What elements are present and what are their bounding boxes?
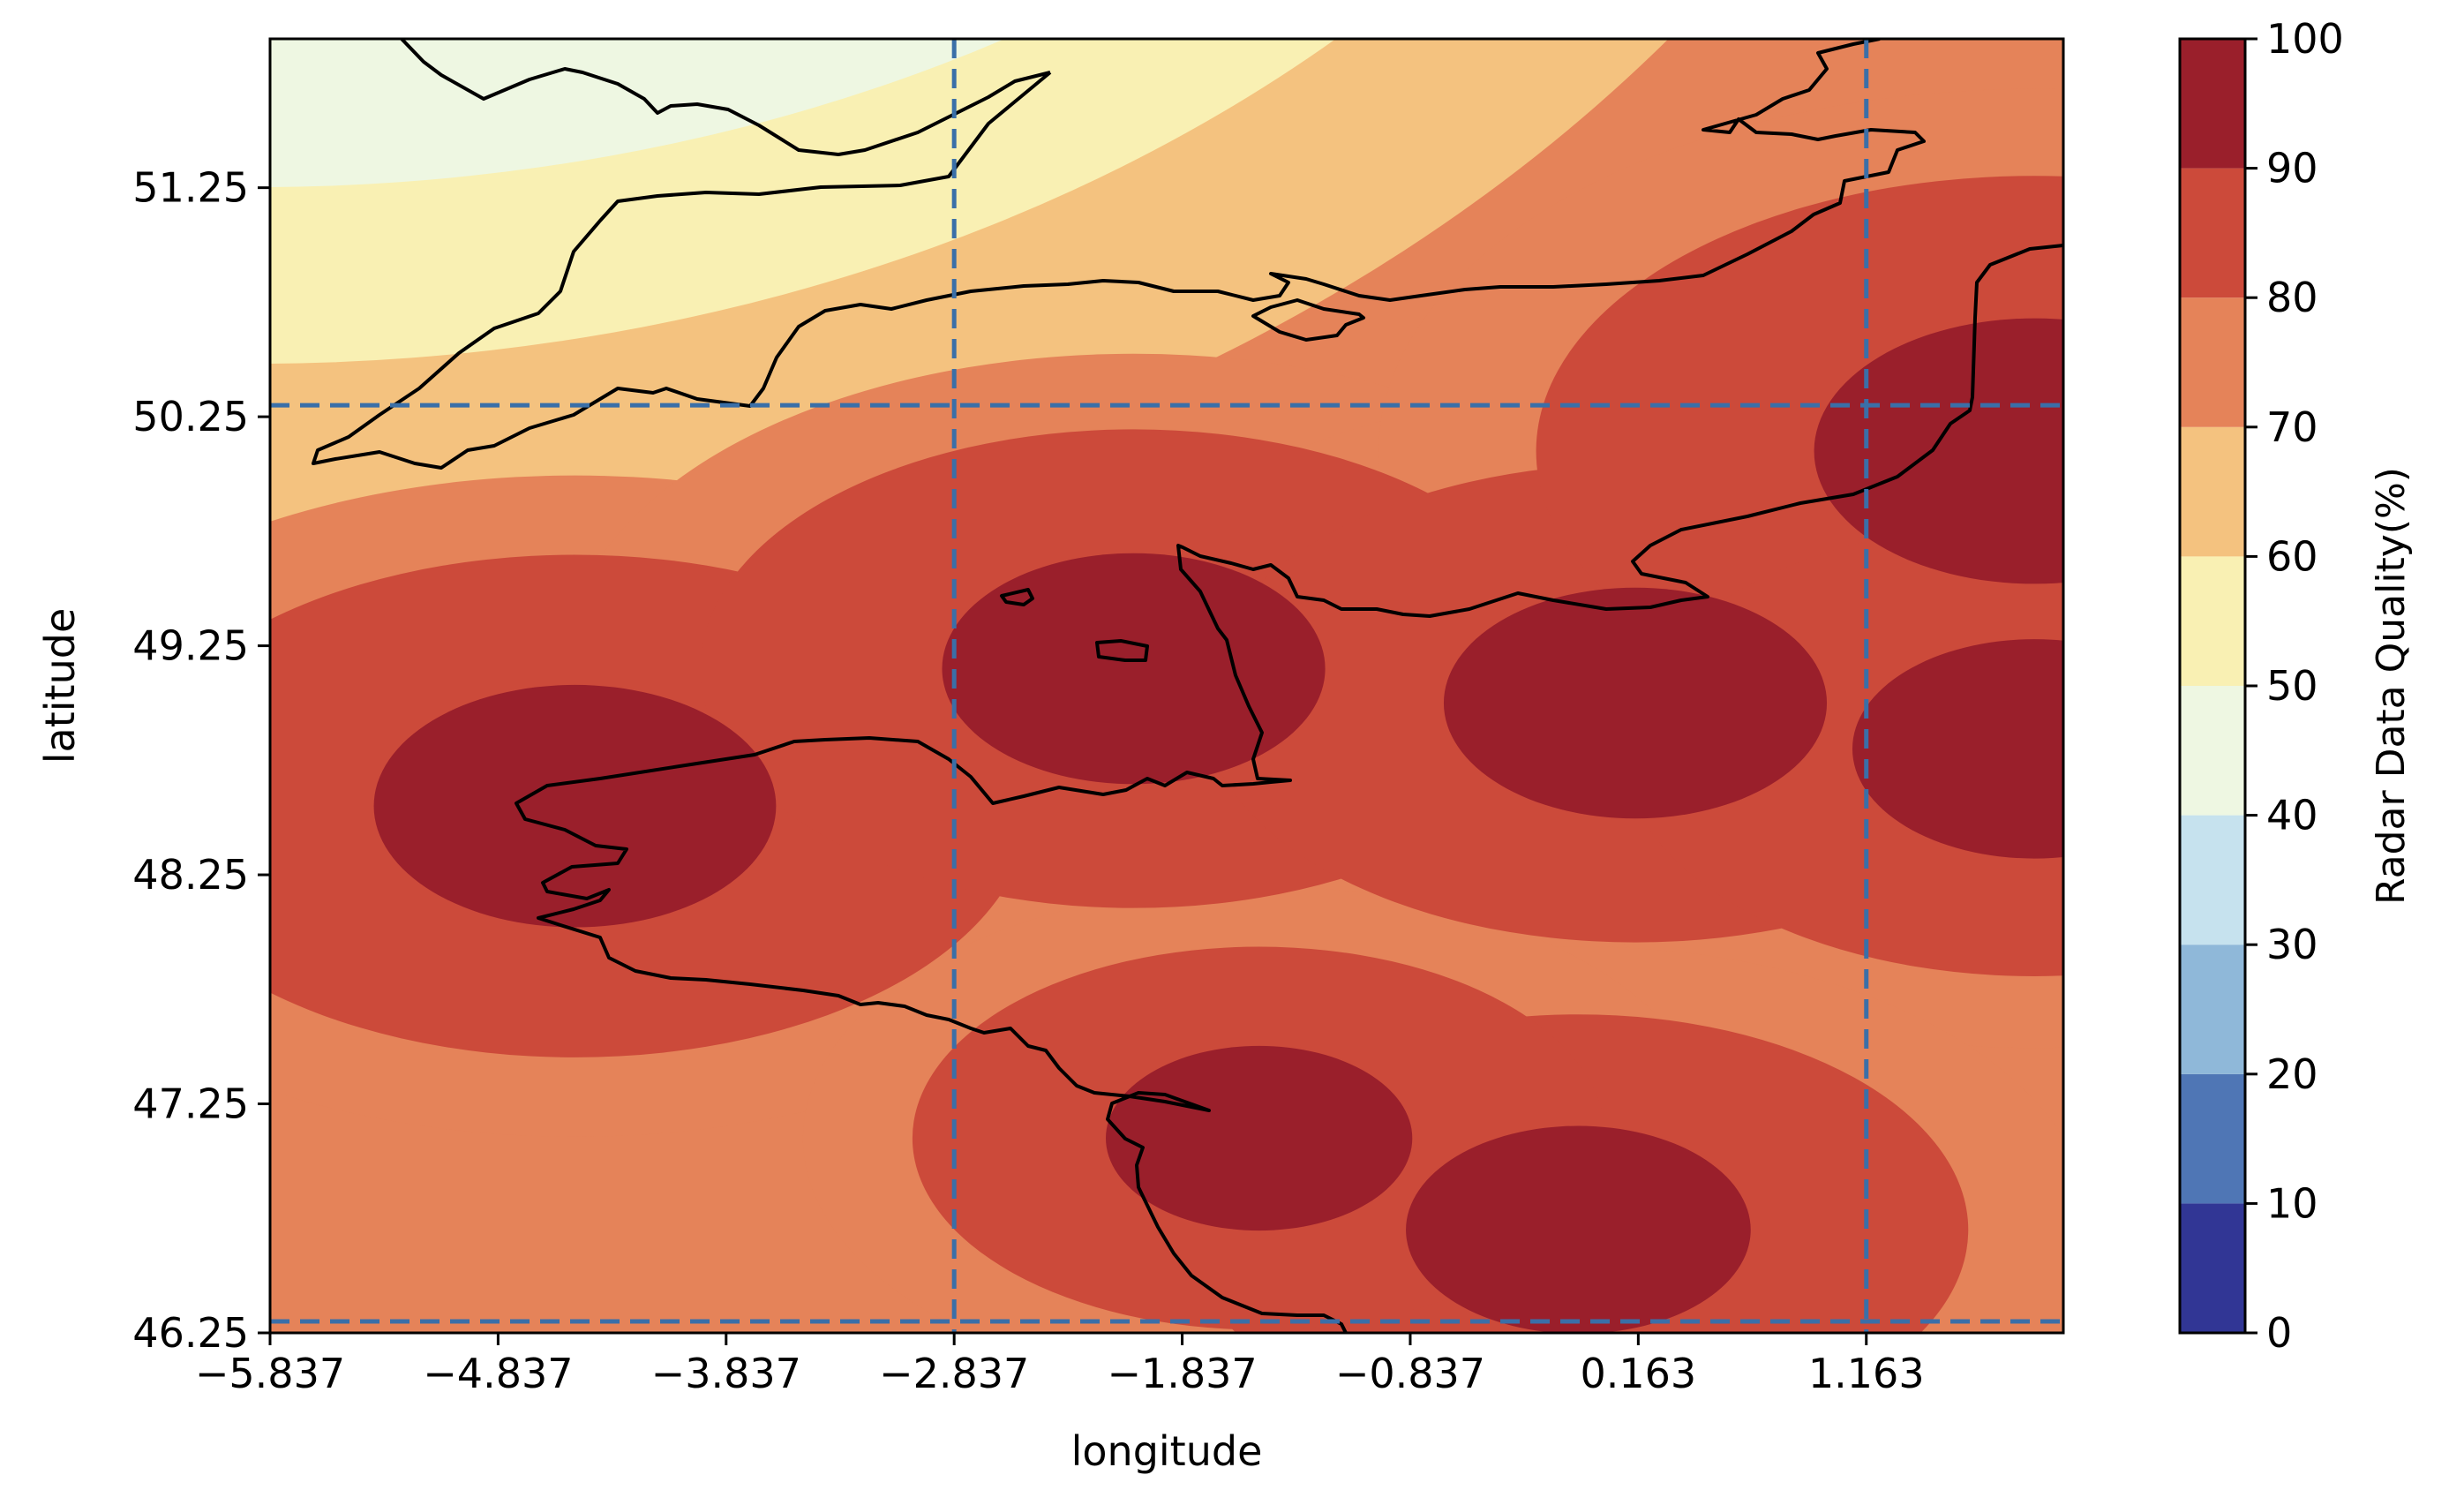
isle-of-wight (1251, 298, 1365, 342)
y-axis-label: latitude (36, 608, 84, 764)
colorbar-tick-label: 90 (2266, 145, 2318, 192)
colorbar-tick-label: 20 (2266, 1050, 2318, 1098)
colorbar-frame (2178, 37, 2247, 1335)
radar-coverage-core (942, 553, 1326, 785)
radar-coverage-core (1814, 318, 2063, 584)
colorbar-segment (2180, 686, 2245, 816)
colorbar-tick-label: 0 (2266, 1309, 2292, 1357)
colorbar-tick-label: 70 (2266, 403, 2318, 451)
channel-island-1 (1000, 588, 1034, 606)
radar-coverage-core (1106, 1045, 1413, 1231)
radar-coverage-core (1443, 587, 1828, 819)
england-south-coast (312, 39, 1926, 470)
colorbar: 0 10 20 30 40 50 60 70 80 90 100 (2180, 15, 2344, 1357)
y-tick-label: 49.25 (132, 622, 249, 670)
x-tick-label: −4.837 (423, 1350, 573, 1397)
x-tick-label: −2.837 (879, 1350, 1029, 1397)
france-north-coast (515, 244, 2063, 1333)
radar-coverage-core (373, 684, 777, 928)
colorbar-segment (2180, 168, 2245, 298)
x-tick-label: −1.837 (1107, 1350, 1257, 1397)
y-tick-label: 51.25 (132, 164, 249, 212)
colorbar-tick-label: 60 (2266, 532, 2318, 580)
x-tick-label: −3.837 (651, 1350, 801, 1397)
colorbar-segment (2180, 944, 2245, 1074)
colorbar-segment (2180, 556, 2245, 686)
map-frame (268, 37, 2065, 1335)
y-axis: 46.25 47.25 48.25 49.25 50.25 51.25 (132, 164, 270, 1357)
colorbar-segment (2180, 815, 2245, 945)
x-axis: −5.837 −4.837 −3.837 −2.837 −1.837 −0.837 0.16… (195, 1333, 1925, 1397)
coastlines (312, 39, 2063, 1333)
channel-island-2 (1095, 639, 1149, 662)
y-tick-label: 50.25 (132, 393, 249, 440)
x-tick-label: 0.163 (1581, 1350, 1697, 1397)
quality-band (0, 1419, 714, 1490)
colorbar-tick-label: 10 (2266, 1179, 2318, 1227)
colorbar-tick-label: 100 (2266, 15, 2344, 63)
colorbar-segment (2180, 1203, 2245, 1333)
wales-coast (400, 39, 1051, 156)
colorbar-segment (2180, 1073, 2245, 1204)
radar-coverage-core (1852, 639, 2063, 859)
radar-coverage-core (1406, 1125, 1751, 1333)
colorbar-segment (2180, 297, 2245, 427)
graticule (270, 39, 2063, 1333)
colorbar-tick-label: 50 (2266, 662, 2318, 710)
y-tick-label: 46.25 (132, 1309, 249, 1357)
x-axis-label: longitude (1071, 1427, 1263, 1475)
y-tick-label: 48.25 (132, 851, 249, 899)
colorbar-label: Radar Data Quality(%) (2369, 467, 2414, 905)
y-tick-label: 47.25 (132, 1080, 249, 1128)
colorbar-tick-label: 40 (2266, 792, 2318, 839)
colorbar-segment (2180, 39, 2245, 169)
x-tick-label: −0.837 (1335, 1350, 1485, 1397)
colorbar-segment (2180, 426, 2245, 557)
x-tick-label: 1.163 (1808, 1350, 1925, 1397)
colorbar-tick-label: 80 (2266, 274, 2318, 321)
quality-band (270, 39, 1004, 187)
x-tick-label: −5.837 (195, 1350, 345, 1397)
colorbar-tick-label: 30 (2266, 921, 2318, 968)
